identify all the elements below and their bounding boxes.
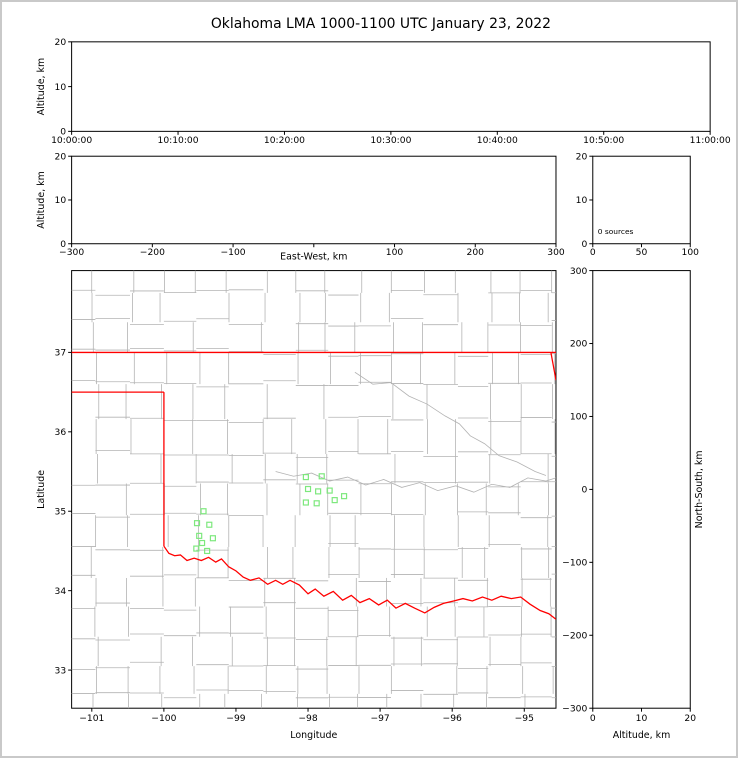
y-tick-label: 34 <box>55 587 67 597</box>
y-tick-label: 0 <box>581 486 587 496</box>
source-marker <box>318 473 325 480</box>
panel-time-height: 10:00:00 10:10:00 10:20:00 10:30:00 10:40:00… <box>36 38 731 146</box>
x-tick-label: 100 <box>682 248 700 258</box>
x-tick-label: 10:10:00 <box>158 136 199 146</box>
x-tick-label: 11:00:00 <box>690 136 731 146</box>
chart-title: Oklahoma LMA 1000-1100 UTC January 23, 2… <box>211 16 551 32</box>
x-axis-label: Longitude <box>290 730 337 741</box>
y-tick-label: 10 <box>55 196 67 206</box>
panel-plan-view: −101 −100 −99 −98 −97 −96 −95 33 34 35 36 37 Longitu… <box>36 270 557 741</box>
x-tick-label: −200 <box>140 248 165 258</box>
x-tick-label: −95 <box>515 714 534 724</box>
y-tick-label: 10 <box>576 196 588 206</box>
y-tick-label: −300 <box>562 704 587 714</box>
lma-source-markers <box>193 473 348 555</box>
panel-frame <box>592 270 691 709</box>
y-tick-label: 0 <box>60 128 66 138</box>
y-tick-label: 20 <box>576 152 588 162</box>
source-marker <box>204 547 211 555</box>
x-axis-label: East-West, km <box>280 252 347 263</box>
panel-ew-height: −300 −200 −100 100 200 300 0 10 20 East-West, km A… <box>36 152 565 262</box>
panel-frame <box>71 41 711 132</box>
panel-ns-height: 0 10 20 300 200 100 0 −100 −200 −300 Altitude, km N… <box>562 267 705 741</box>
source-marker <box>340 493 348 500</box>
source-marker <box>200 508 207 515</box>
x-tick-label: 20 <box>684 714 696 724</box>
x-tick-label: 10 <box>636 714 648 724</box>
source-marker <box>304 485 312 493</box>
x-tick-label: 10:30:00 <box>370 136 411 146</box>
source-marker <box>302 499 309 506</box>
y-tick-label: 200 <box>570 340 588 350</box>
map-layers <box>71 270 556 709</box>
y-tick-label: 35 <box>55 507 67 517</box>
x-tick-label: 200 <box>467 248 485 258</box>
x-tick-label: 0 <box>590 248 596 258</box>
y-tick-label: 37 <box>55 349 67 359</box>
x-tick-label: 100 <box>386 248 404 258</box>
x-tick-label: 10:20:00 <box>264 136 305 146</box>
arkansas-river <box>354 371 547 476</box>
source-marker <box>198 539 206 547</box>
panel-frame <box>71 155 557 245</box>
y-tick-label: 10 <box>55 83 67 93</box>
x-tick-label: 10:40:00 <box>477 136 518 146</box>
y-tick-label: −200 <box>562 631 587 641</box>
x-tick-label: −97 <box>370 714 389 724</box>
x-tick-label: −101 <box>79 714 104 724</box>
county-boundaries <box>71 270 556 709</box>
x-tick-label: 300 <box>547 248 565 258</box>
source-marker <box>302 474 309 481</box>
x-tick-label: 10:50:00 <box>583 136 624 146</box>
source-marker <box>326 487 333 494</box>
source-marker <box>315 488 322 495</box>
y-tick-label: 100 <box>570 413 588 423</box>
y-tick-label: −100 <box>562 559 587 569</box>
y-tick-label: 20 <box>55 38 67 48</box>
x-tick-label: −100 <box>151 714 176 724</box>
x-tick-label: 10:00:00 <box>51 136 92 146</box>
y-tick-label: 0 <box>60 240 66 250</box>
y-tick-label: 36 <box>55 428 67 438</box>
panel-alt-hist: 0 50 100 0 10 20 0 sources <box>576 152 699 258</box>
x-axis-label: Altitude, km <box>613 730 671 741</box>
y-axis-label: Altitude, km <box>36 171 47 229</box>
source-marker <box>193 520 201 527</box>
x-tick-label: −96 <box>443 714 462 724</box>
source-marker <box>206 521 213 528</box>
y-tick-label: 300 <box>570 267 588 277</box>
x-tick-label: −99 <box>226 714 245 724</box>
x-tick-label: −100 <box>221 248 246 258</box>
x-tick-label: −98 <box>298 714 317 724</box>
x-tick-label: −300 <box>59 248 84 258</box>
y-axis-label: Altitude, km <box>36 58 47 116</box>
source-marker <box>331 497 338 504</box>
y-axis-right-label: North-South, km <box>694 450 705 528</box>
source-marker <box>193 545 200 552</box>
y-tick-label: 20 <box>55 152 67 162</box>
y-tick-label: 33 <box>55 666 67 676</box>
source-marker <box>196 532 203 539</box>
y-axis-label: Latitude <box>36 470 47 509</box>
panel-frame <box>71 270 557 709</box>
source-marker <box>313 500 320 507</box>
x-tick-label: 0 <box>590 714 596 724</box>
missouri-arkansas-line <box>550 352 556 381</box>
red-river-line <box>163 545 556 620</box>
histogram-annotation: 0 sources <box>598 227 634 236</box>
source-marker <box>209 535 216 542</box>
x-tick-label: 50 <box>636 248 648 258</box>
y-tick-label: 0 <box>581 240 587 250</box>
